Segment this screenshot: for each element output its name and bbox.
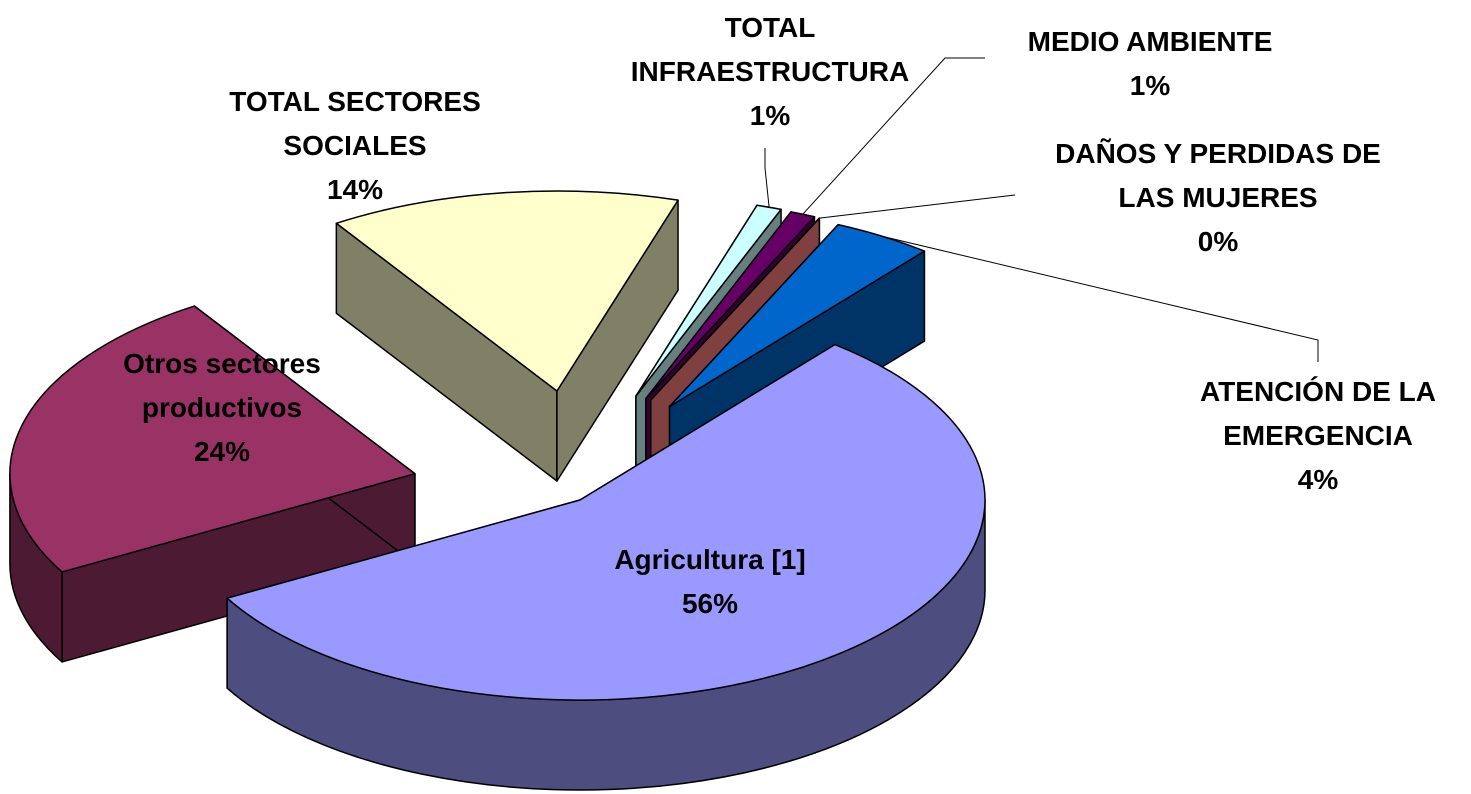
leader-line: [802, 57, 985, 215]
slice-label: Agricultura [1] 56%: [560, 538, 860, 626]
leader-line: [764, 148, 770, 208]
slice-label: TOTAL INFRAESTRUCTURA 1%: [620, 6, 920, 138]
category-name: DAÑOS Y PERDIDAS DE LAS MUJERES: [1055, 138, 1381, 213]
slice-label: Otros sectores productivos 24%: [92, 342, 352, 474]
slice: [650, 217, 821, 401]
value-label: 1%: [1129, 70, 1171, 101]
value-label: 14%: [326, 174, 384, 205]
slice-label: ATENCIÓN DE LA EMERGENCIA 4%: [1168, 370, 1468, 502]
value-label: 56%: [681, 588, 739, 619]
category-name: ATENCIÓN DE LA EMERGENCIA: [1200, 376, 1436, 451]
category-name: MEDIO AMBIENTE: [1027, 26, 1273, 57]
value-label: 4%: [1297, 464, 1339, 495]
value-label: 24%: [193, 436, 251, 467]
slice: [9, 305, 416, 573]
slice-label: MEDIO AMBIENTE 1%: [950, 20, 1350, 108]
value-label: 0%: [1197, 226, 1239, 257]
slice: [668, 223, 926, 408]
value-label: 1%: [749, 100, 791, 131]
category-name: Otros sectores productivos: [123, 348, 321, 423]
slice: [226, 343, 986, 701]
category-name: TOTAL SECTORES SOCIALES: [229, 86, 481, 161]
slice: [635, 204, 782, 397]
slice: [335, 190, 679, 392]
leader-line: [882, 236, 1319, 362]
category-name: Agricultura [1]: [614, 544, 806, 575]
slice-label: TOTAL SECTORES SOCIALES 14%: [205, 80, 505, 212]
category-name: TOTAL INFRAESTRUCTURA: [630, 12, 910, 87]
slice-label: DAÑOS Y PERDIDAS DE LAS MUJERES 0%: [1038, 132, 1398, 264]
leader-line: [819, 194, 1016, 219]
slice: [645, 211, 816, 400]
